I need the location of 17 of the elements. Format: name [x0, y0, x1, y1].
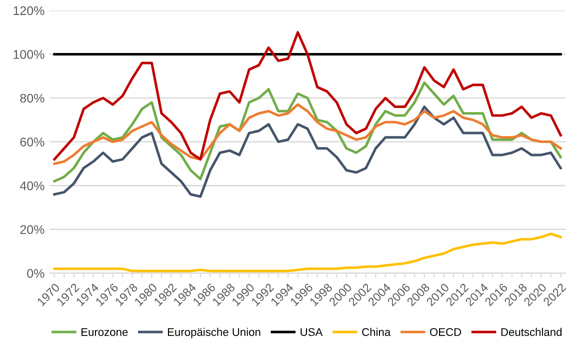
line-series: [53, 103, 562, 165]
legend-label: Eurozone: [82, 328, 128, 336]
y-tick-label: 60%: [20, 138, 44, 146]
line-series: [53, 232, 562, 272]
line-series: [53, 31, 562, 161]
legend-label: USA: [300, 328, 323, 336]
line-series: [53, 106, 562, 198]
legend-label: OECD: [430, 328, 462, 336]
y-tick-label: 100%: [14, 50, 44, 59]
y-tick-label: 120%: [14, 6, 44, 16]
y-tick-label: 40%: [20, 181, 44, 190]
y-tick-label: 0%: [27, 268, 44, 278]
legend-label: Europäische Union: [168, 328, 260, 338]
y-tick-label: 20%: [20, 225, 44, 234]
legend-label: China: [362, 328, 391, 336]
y-tick-label: 80%: [20, 94, 44, 103]
legend-label: Deutschland: [501, 328, 562, 336]
